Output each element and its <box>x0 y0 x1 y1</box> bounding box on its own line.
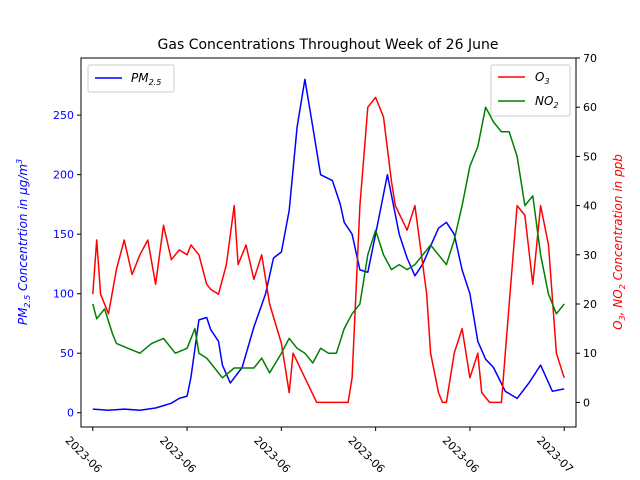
legend-no2-main: NO <box>535 94 553 108</box>
right-tick-label-0: 0 <box>583 396 590 409</box>
legend-left-box <box>87 64 175 93</box>
left-tick-label-5: 250 <box>53 109 74 122</box>
right-axis-label-o-sub: 3 <box>618 315 627 320</box>
line-no2 <box>92 106 565 379</box>
left-tick-label-1: 50 <box>60 347 74 360</box>
legend-right: O3 NO2 <box>490 64 571 117</box>
legend-pm25-sub: 2.5 <box>149 78 162 87</box>
right-axis-ticks: 0 10 20 30 40 50 60 70 <box>576 52 597 409</box>
legend-no2-label: NO2 <box>535 94 559 110</box>
legend-no2-sub: 2 <box>553 101 558 110</box>
left-axis-label-main: PM <box>16 307 30 325</box>
right-axis-label: O3, NO2 Concentration in ppb <box>611 154 627 330</box>
legend-o3-sub: 3 <box>544 77 549 86</box>
legend-o3-label: O3 <box>535 70 550 86</box>
series-o3 <box>92 96 565 404</box>
legend-pm25-label: PM2.5 <box>131 71 161 87</box>
left-axis-label-sub: 2.5 <box>23 295 32 308</box>
left-tick-label-0: 0 <box>67 407 74 420</box>
right-axis-label-rest: Concentration in ppb <box>611 154 625 285</box>
legend-left: PM2.5 <box>87 64 175 93</box>
right-tick-label-4: 40 <box>583 200 597 213</box>
line-o3 <box>92 96 565 404</box>
left-tick-label-3: 150 <box>53 228 74 241</box>
left-axis-ticks: 0 50 100 150 200 250 <box>53 109 81 420</box>
left-tick-label-2: 100 <box>53 288 74 301</box>
right-tick-label-3: 30 <box>583 249 597 262</box>
series-pm25 <box>92 78 565 412</box>
chart-title: Gas Concentrations Throughout Week of 26… <box>158 37 499 53</box>
right-tick-label-5: 50 <box>583 150 597 163</box>
plot-area <box>92 78 565 412</box>
right-tick-label-7: 70 <box>583 52 597 65</box>
right-axis-label-o: O <box>611 320 625 329</box>
right-tick-label-6: 60 <box>583 101 597 114</box>
right-axis-label-mid: , NO <box>611 289 625 315</box>
left-axis-label-sup: 3 <box>15 159 24 164</box>
left-tick-label-4: 200 <box>53 169 74 182</box>
right-axis-label-no-sub: 2 <box>618 284 627 289</box>
left-axis-label: PM2.5 Concentrtion in μg/m3 <box>15 159 32 325</box>
legend-pm25-main: PM <box>131 71 149 85</box>
plot-frame <box>80 57 577 428</box>
left-axis-label-rest: Concentrtion in μg/m <box>16 164 30 295</box>
legend-o3-main: O <box>535 70 544 84</box>
right-tick-label-1: 10 <box>583 347 597 360</box>
series-no2 <box>92 106 565 379</box>
right-tick-label-2: 20 <box>583 298 597 311</box>
line-pm25 <box>92 78 565 412</box>
